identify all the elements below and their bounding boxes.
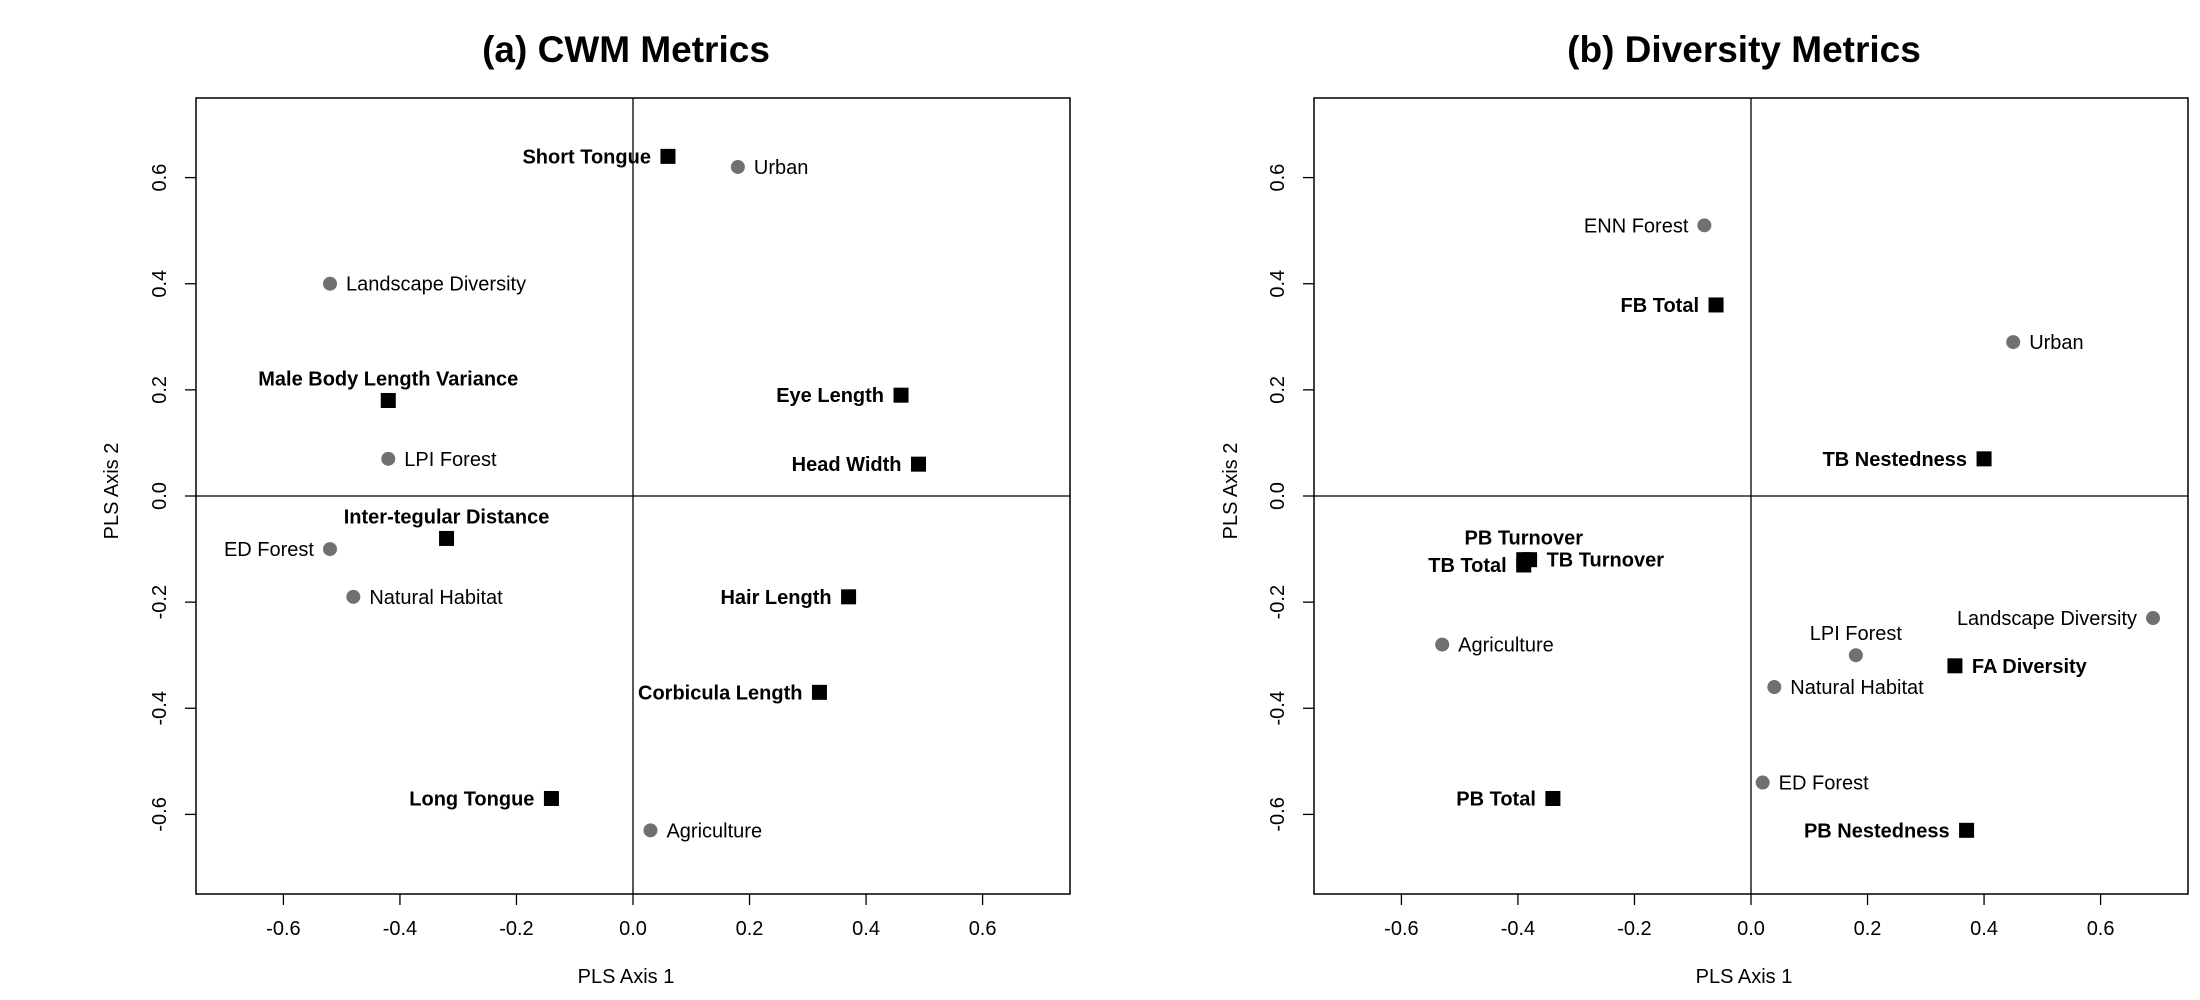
point-label: Head Width bbox=[792, 454, 902, 476]
y-tick-label: 0.2 bbox=[149, 376, 171, 404]
predictor-point bbox=[643, 823, 658, 838]
response-point bbox=[1522, 552, 1538, 568]
y-tick-label: -0.6 bbox=[1267, 797, 1289, 831]
point-label: TB Turnover bbox=[1547, 550, 1665, 572]
point-label: Male Body Length Variance bbox=[258, 368, 518, 390]
x-tick-label: 0.4 bbox=[1970, 918, 1998, 940]
response-point bbox=[911, 456, 927, 472]
point-label: PB Total bbox=[1456, 788, 1536, 810]
point-label: Landscape Diversity bbox=[346, 274, 526, 296]
panel-title: (a) CWM Metrics bbox=[482, 29, 770, 70]
x-tick-label: -0.4 bbox=[383, 918, 417, 940]
point-label: Hair Length bbox=[720, 587, 831, 609]
point-label: ED Forest bbox=[224, 539, 314, 561]
point-label: TB Total bbox=[1428, 555, 1507, 577]
response-point bbox=[439, 530, 455, 546]
y-tick-label: -0.2 bbox=[149, 585, 171, 619]
point-label: LPI Forest bbox=[404, 449, 497, 471]
x-tick-label: -0.2 bbox=[499, 918, 533, 940]
point-label: Short Tongue bbox=[522, 146, 651, 168]
x-tick-label: -0.6 bbox=[266, 918, 300, 940]
predictor-point bbox=[1435, 637, 1450, 652]
panel-diversity-metrics: (b) Diversity Metrics PLS Axis 1 PLS Axi… bbox=[1220, 29, 2189, 988]
predictor-point bbox=[2006, 335, 2021, 350]
x-tick-label: -0.4 bbox=[1501, 918, 1535, 940]
point-label: Urban bbox=[2029, 332, 2083, 354]
point-label: Long Tongue bbox=[409, 788, 534, 810]
panel-title: (b) Diversity Metrics bbox=[1567, 29, 1921, 70]
y-tick-label: -0.4 bbox=[149, 691, 171, 725]
response-point bbox=[841, 589, 857, 605]
x-tick-label: 0.0 bbox=[619, 918, 647, 940]
point-label: FB Total bbox=[1621, 295, 1700, 317]
predictor-point bbox=[2146, 611, 2161, 626]
point-label: Agriculture bbox=[1458, 635, 1554, 657]
y-tick-label: 0.6 bbox=[149, 164, 171, 192]
response-point bbox=[893, 387, 909, 403]
point-label: FA Diversity bbox=[1972, 656, 2088, 678]
predictor-point bbox=[1848, 648, 1863, 663]
y-tick-label: 0.0 bbox=[149, 482, 171, 510]
point-label: Natural Habitat bbox=[1790, 677, 1924, 699]
predictor-point bbox=[381, 451, 396, 466]
predictor-point bbox=[1697, 218, 1712, 233]
panel-cwm-metrics: (a) CWM Metrics PLS Axis 1 PLS Axis 2 -0… bbox=[101, 29, 1071, 988]
point-label: Natural Habitat bbox=[369, 587, 503, 609]
point-label: TB Nestedness bbox=[1823, 449, 1968, 471]
point-label: Corbicula Length bbox=[638, 682, 802, 704]
predictor-point bbox=[1755, 775, 1770, 790]
x-tick-label: 0.6 bbox=[969, 918, 997, 940]
predictor-point bbox=[730, 159, 745, 174]
point-label: Inter-tegular Distance bbox=[344, 506, 550, 528]
x-axis-label: PLS Axis 1 bbox=[578, 966, 675, 988]
y-axis-label: PLS Axis 2 bbox=[1220, 443, 1242, 540]
x-tick-label: 0.2 bbox=[1854, 918, 1882, 940]
x-tick-label: 0.6 bbox=[2087, 918, 2115, 940]
response-point bbox=[1545, 790, 1561, 806]
y-tick-label: -0.2 bbox=[1267, 585, 1289, 619]
y-tick-label: 0.0 bbox=[1267, 482, 1289, 510]
y-tick-label: -0.4 bbox=[1267, 691, 1289, 725]
point-label: LPI Forest bbox=[1810, 623, 1903, 645]
point-label: Eye Length bbox=[776, 385, 884, 407]
response-point bbox=[1708, 297, 1724, 313]
y-tick-label: 0.4 bbox=[1267, 270, 1289, 298]
response-point bbox=[380, 392, 396, 408]
y-tick-label: 0.6 bbox=[1267, 164, 1289, 192]
x-tick-label: -0.2 bbox=[1617, 918, 1651, 940]
predictor-point bbox=[346, 589, 361, 604]
response-point bbox=[660, 148, 676, 164]
point-label: Urban bbox=[754, 157, 808, 179]
y-tick-label: 0.4 bbox=[149, 270, 171, 298]
y-tick-label: -0.6 bbox=[149, 797, 171, 831]
predictor-point bbox=[323, 542, 338, 557]
predictor-point bbox=[323, 276, 338, 291]
x-tick-label: 0.0 bbox=[1737, 918, 1765, 940]
point-label: PB Nestedness bbox=[1804, 820, 1950, 842]
x-tick-label: 0.2 bbox=[736, 918, 764, 940]
point-label: ENN Forest bbox=[1584, 215, 1689, 237]
response-point bbox=[1947, 658, 1963, 674]
response-point bbox=[543, 790, 559, 806]
point-label: ED Forest bbox=[1779, 773, 1869, 795]
y-axis-label: PLS Axis 2 bbox=[101, 443, 123, 540]
point-label: Agriculture bbox=[666, 820, 762, 842]
point-label: Landscape Diversity bbox=[1957, 608, 2137, 630]
response-point bbox=[1976, 451, 1992, 467]
y-tick-label: 0.2 bbox=[1267, 376, 1289, 404]
x-tick-label: -0.6 bbox=[1384, 918, 1418, 940]
predictor-point bbox=[1767, 680, 1782, 695]
response-point bbox=[1959, 822, 1975, 838]
x-tick-label: 0.4 bbox=[852, 918, 880, 940]
x-axis-label: PLS Axis 1 bbox=[1696, 966, 1793, 988]
point-label: PB Turnover bbox=[1464, 528, 1583, 550]
response-point bbox=[811, 684, 827, 700]
